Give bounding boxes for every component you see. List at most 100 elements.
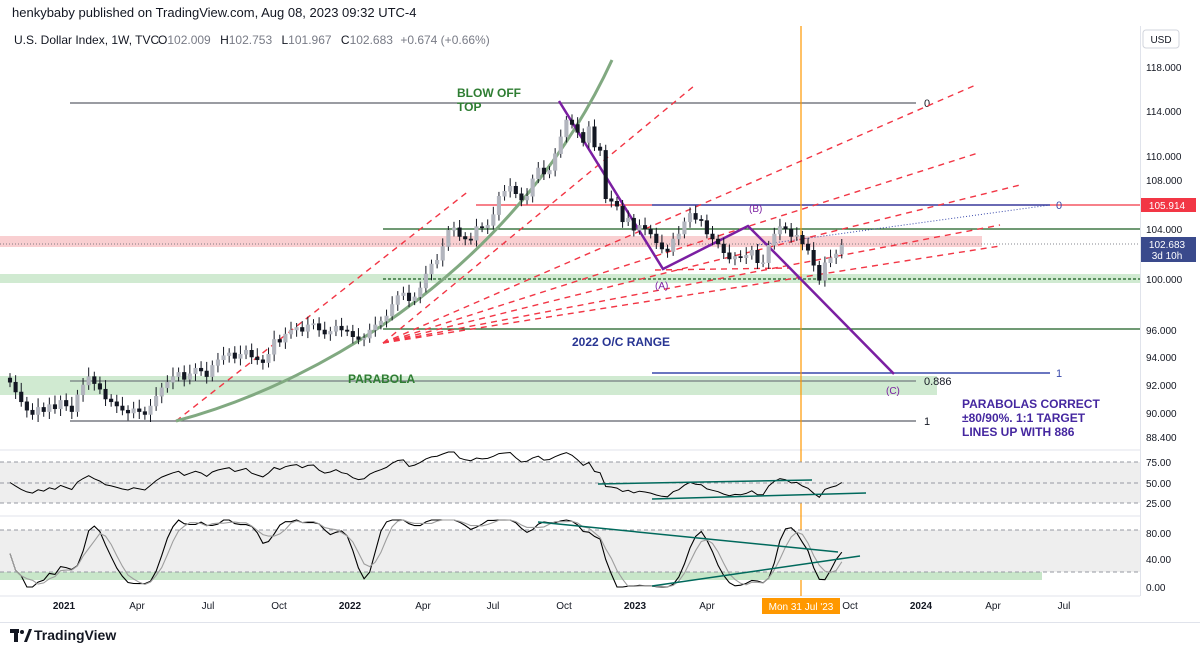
rsi-trend-bottom <box>651 492 867 500</box>
rsi-tick-1: 50.00 <box>1146 479 1171 490</box>
candle <box>373 316 378 337</box>
legend-ohlc: O102.009 H102.753 L101.967 C102.683 +0.6… <box>158 33 490 47</box>
candle <box>412 292 417 306</box>
publisher-text: henkybaby published on TradingView.com, … <box>12 5 417 20</box>
candle <box>238 345 243 366</box>
red-fan-lines <box>175 83 1021 422</box>
symbol-title: U.S. Dollar Index, 1W, TVC <box>14 33 159 47</box>
level-badge-text: 105.914 <box>1149 201 1186 212</box>
price-tick-1: 114.000 <box>1146 107 1182 118</box>
close-value: 102.683 <box>350 33 394 47</box>
wave-b-label: (B) <box>749 204 762 215</box>
price-tick-11: 88.400 <box>1146 433 1177 444</box>
currency-button[interactable]: USD <box>1142 29 1180 49</box>
candle <box>187 364 192 385</box>
candle <box>659 234 664 254</box>
candle <box>693 205 698 224</box>
rsi-trend-top <box>597 479 813 485</box>
stoch-d-line <box>9 519 843 588</box>
candle <box>828 249 833 268</box>
price-chart[interactable]: U.S. Dollar Index, 1W, TVC O102.009 H102… <box>0 26 1200 622</box>
candle <box>766 240 771 269</box>
candle <box>81 378 86 402</box>
candle <box>772 227 777 250</box>
candle <box>569 114 575 129</box>
open-label: O <box>158 33 167 47</box>
level-badge: 105.914 <box>1141 198 1196 212</box>
blue-top-label: 0 <box>1056 200 1062 212</box>
current-price-badge: 102.683 3d 10h <box>1141 237 1196 262</box>
candle <box>777 218 782 241</box>
candle <box>519 187 524 207</box>
open-value: 102.009 <box>167 33 211 47</box>
low-value: 101.967 <box>288 33 332 47</box>
candle <box>727 244 732 264</box>
time-tick-11: Oct <box>842 601 858 612</box>
candle <box>395 291 400 311</box>
note-line-2: ±80/90%. 1:1 TARGET <box>962 411 1086 425</box>
candle <box>260 354 265 370</box>
candle <box>277 334 282 347</box>
brand-name: TradingView <box>34 627 117 643</box>
rsi-tick-2: 25.00 <box>1146 499 1171 510</box>
rsi-tick-0: 75.00 <box>1146 458 1171 469</box>
candle <box>328 326 333 341</box>
red-support-trend <box>654 267 791 271</box>
candle <box>738 250 743 263</box>
stoch-pane[interactable]: 80.00 40.00 0.00 <box>0 519 1171 594</box>
candle <box>170 367 176 390</box>
candle <box>47 397 52 419</box>
candle <box>317 317 322 337</box>
current-price-text: 102.683 <box>1149 240 1186 251</box>
candle <box>536 162 541 184</box>
chart-frame[interactable]: U.S. Dollar Index, 1W, TVC O102.009 H102… <box>0 26 1200 622</box>
candle <box>502 185 507 201</box>
candle <box>142 406 147 420</box>
candle <box>232 346 237 364</box>
candle <box>193 363 198 381</box>
drawings-layer: 0 1 0.886 0 1 <box>0 26 1140 596</box>
candle <box>637 219 642 235</box>
candle <box>13 375 18 399</box>
candle <box>524 188 530 205</box>
candle <box>255 348 260 365</box>
candles <box>7 114 844 422</box>
time-axis[interactable]: 2021 Apr Jul Oct 2022 Apr Jul Oct 2023 Apr Jul Oct 2… <box>53 601 1071 612</box>
candle <box>553 148 558 177</box>
candle <box>92 371 97 391</box>
footer-bar: TradingView <box>0 622 1200 651</box>
fib-bottom-label: 1 <box>924 416 930 428</box>
candle <box>333 319 339 337</box>
candle <box>789 223 794 243</box>
candle <box>451 221 457 237</box>
high-value: 102.753 <box>229 33 273 47</box>
candle <box>671 232 676 256</box>
candle <box>687 207 693 228</box>
rsi-pane[interactable]: 75.00 50.00 25.00 <box>0 451 1171 510</box>
fib-top-label: 0 <box>924 98 930 110</box>
candle <box>822 256 827 287</box>
pink-resistance-zone <box>0 236 982 247</box>
candle <box>69 396 74 419</box>
candle <box>631 214 636 237</box>
time-tick-9: Apr <box>699 601 715 612</box>
time-tick-13: Apr <box>985 601 1001 612</box>
symbol-legend: U.S. Dollar Index, 1W, TVC O102.009 H102… <box>14 33 490 47</box>
time-tick-2: Jul <box>202 601 215 612</box>
candle <box>423 265 428 293</box>
candle <box>131 401 136 419</box>
candle <box>541 160 546 180</box>
price-tick-7: 96.000 <box>1146 326 1177 337</box>
time-tick-6: Jul <box>487 601 500 612</box>
candle <box>345 325 350 337</box>
candle <box>530 174 535 203</box>
candle <box>496 191 501 221</box>
candle <box>581 128 586 147</box>
time-tick-8: 2023 <box>624 601 647 612</box>
candle <box>732 252 738 266</box>
candle <box>378 316 383 330</box>
rsi-line <box>9 451 843 498</box>
candle <box>283 327 288 349</box>
candle <box>710 226 715 246</box>
fib-886-label: 0.886 <box>924 376 952 388</box>
